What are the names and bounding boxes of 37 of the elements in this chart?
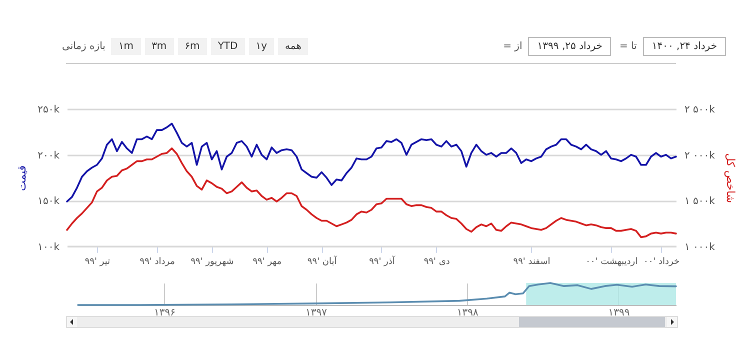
- x-tick-label: خرداد '۰۰: [644, 256, 680, 267]
- x-tick-label: تیر '۹۹: [84, 256, 111, 267]
- line-series: [66, 147, 677, 238]
- y2-tick-label: ۱ ۵۰۰k: [684, 196, 716, 208]
- x-tick-label: ۱۳۹۶: [154, 308, 176, 318]
- x-tick-label: مرداد '۹۹: [140, 256, 176, 267]
- text: همه: [278, 38, 308, 54]
- y2-axis-title: شاخص کل: [724, 153, 737, 204]
- text: ۶m: [178, 38, 207, 54]
- x-tick-label: آذر '۹۹: [369, 254, 396, 267]
- y2-tick-label: ۲ ۰۰۰k: [684, 150, 716, 162]
- x-tick-label: اسفند '۹۹: [513, 256, 550, 267]
- text: تا =: [619, 40, 637, 52]
- x-tick-label: ۱۳۹۹: [608, 308, 630, 318]
- x-tick-label: مهر '۹۹: [252, 256, 282, 267]
- x-tick-label: اردیبهشت '۰۰: [586, 256, 638, 267]
- text: YTD: [210, 38, 245, 54]
- y-tick-label: ۱۰۰k: [38, 242, 60, 253]
- x-tick-label: آبان '۹۹: [307, 254, 338, 267]
- x-tick-label: دی '۹۹: [424, 256, 450, 267]
- x-tick-label: شهریور '۹۹: [190, 256, 234, 267]
- x-tick-label: ۱۳۹۸: [456, 308, 479, 318]
- y-tick-label: ۱۵۰k: [38, 196, 60, 208]
- y2-tick-label: ۱ ۰۰۰k: [684, 242, 716, 253]
- text: ۱y: [248, 38, 274, 54]
- text: خرداد ۲۴, ۱۴۰۰: [642, 36, 726, 56]
- y-tick-label: ۲۰۰k: [38, 150, 60, 162]
- text: از =: [503, 40, 522, 52]
- line-series: [66, 122, 677, 202]
- y-axis-title: قیمت: [16, 165, 29, 192]
- text: ۳m: [144, 38, 174, 54]
- text: خرداد ۲۵, ۱۳۹۹: [528, 36, 612, 56]
- x-tick-label: ۱۳۹۷: [305, 308, 328, 318]
- text: ۱m: [111, 38, 141, 54]
- y-tick-label: ۲۵۰k: [38, 104, 60, 116]
- text: بازه زمانی: [62, 40, 106, 52]
- y2-tick-label: ۲ ۵۰۰k: [684, 104, 716, 116]
